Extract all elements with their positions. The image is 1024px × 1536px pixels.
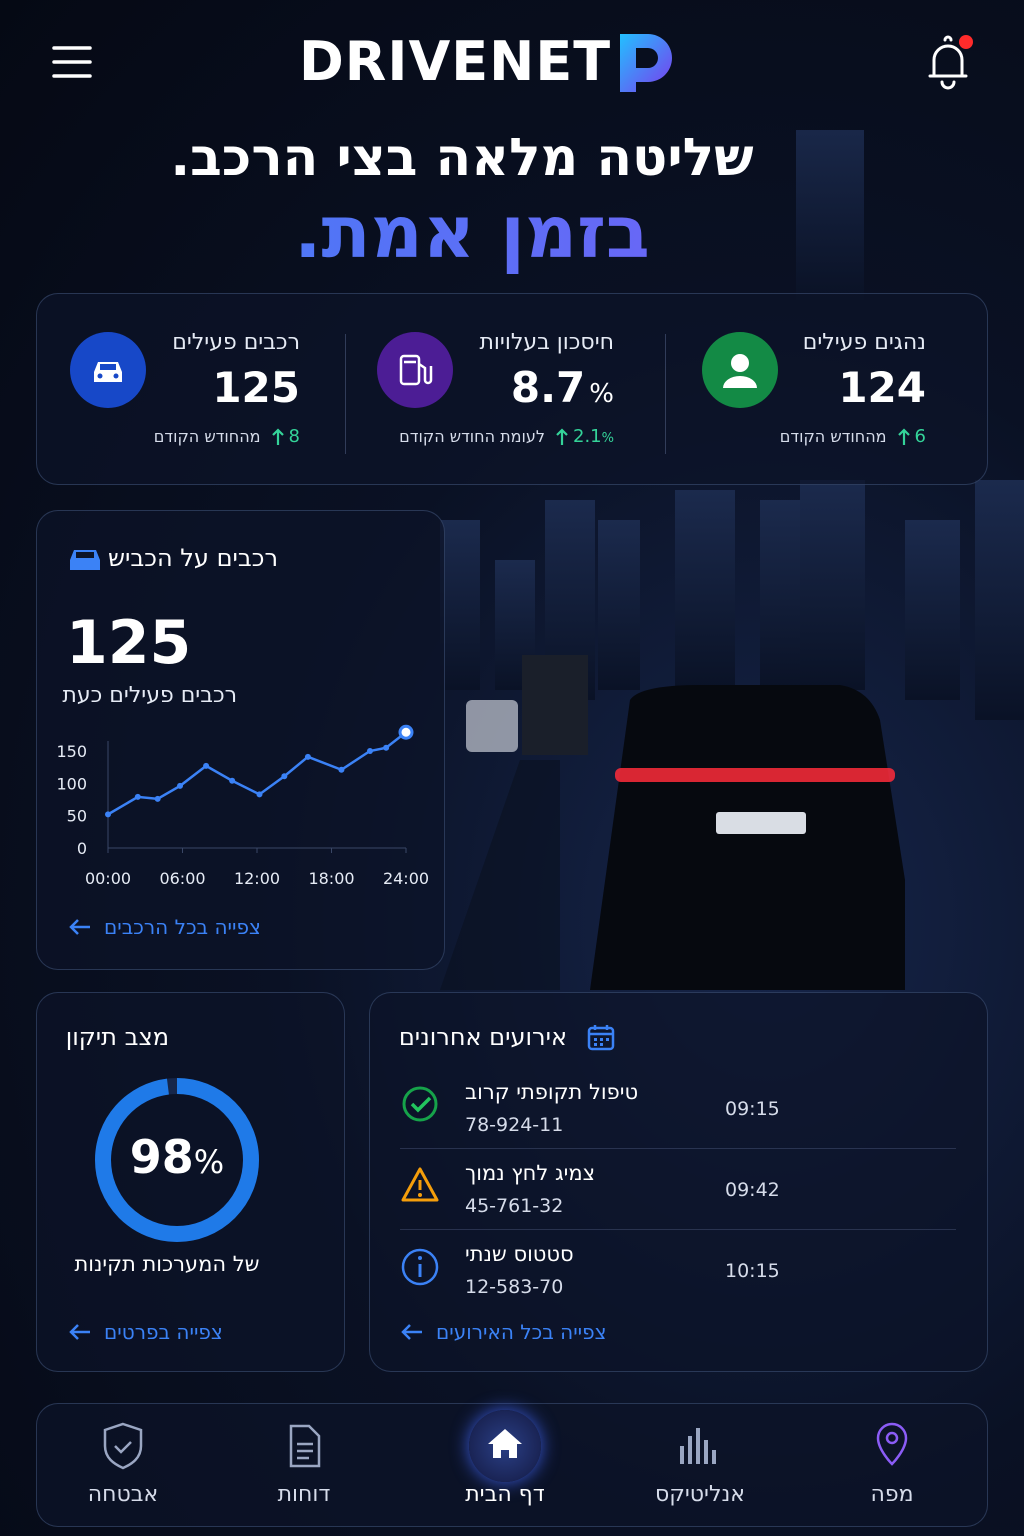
up-arrow-path: [271, 427, 284, 445]
change-text: לעומת החודש הקודם: [399, 427, 545, 446]
fuel-icon: [377, 332, 453, 408]
stat-number: 8.7: [510, 363, 586, 412]
nav-label[interactable]: אבטחה: [87, 1482, 159, 1507]
change-number: 2.1: [573, 426, 602, 447]
up-arrow-path: [897, 427, 910, 445]
stat-value: 8.7%: [399, 363, 614, 412]
vehicles-link-row: צפייה בכל הרכבים: [68, 915, 261, 939]
stats-card: [36, 293, 988, 485]
repair-title: מצב תיקון: [65, 1023, 169, 1051]
menu-button[interactable]: [50, 44, 94, 80]
event-title: טיפול תקופתי קרוב: [465, 1080, 639, 1104]
stat-number: 124: [838, 363, 926, 412]
event-time: 10:15: [725, 1260, 780, 1282]
repair-caption: של המערכות תקינות: [74, 1252, 260, 1276]
nav-label[interactable]: אנליטיקס: [654, 1482, 745, 1507]
stat-change: 6 מהחודש הקודם: [780, 426, 926, 447]
change-number: 6: [914, 426, 926, 447]
event-title: צמיג לחץ נמוך: [465, 1161, 596, 1185]
calendar-icon: [587, 1025, 615, 1051]
nav-label[interactable]: דוחות: [277, 1482, 331, 1507]
events-card: [369, 992, 988, 1372]
drivers-icon: [702, 332, 778, 408]
up-arrow: [271, 427, 284, 445]
events-link[interactable]: צפייה בכל האירועים: [436, 1320, 607, 1344]
stat-value: 125: [154, 363, 300, 412]
stat: חיסכון בעלויות 8.7% 2.1% לעומת החודש הקודם: [399, 330, 614, 447]
change-unit: %: [601, 431, 614, 446]
nav-icons: [103, 1422, 908, 1470]
stat-unit: %: [589, 379, 614, 409]
repair-link-row: צפייה בפרטים: [68, 1320, 223, 1344]
stat-number: 125: [212, 363, 300, 412]
change-text: מהחודש הקודם: [779, 427, 887, 446]
vehicles-card: [36, 510, 445, 970]
vehicles-count: 125: [66, 608, 192, 678]
up-arrow-path: [556, 427, 568, 445]
repair-card: [36, 992, 345, 1372]
car-icon: [70, 550, 100, 570]
events-link-row: צפייה בכל האירועים: [400, 1320, 607, 1344]
event-id: 78-924-11: [465, 1114, 564, 1136]
up-arrow: [556, 427, 568, 445]
city-background: [440, 130, 1024, 990]
event-time: 09:42: [725, 1179, 780, 1201]
stat: רכבים פעילים 125 8 מהחודש הקודם: [154, 330, 300, 447]
logo-mark: [620, 34, 672, 92]
event-id: 45-761-32: [465, 1195, 564, 1217]
change-value: 8: [289, 426, 300, 447]
vehicles-icon: [70, 332, 146, 408]
info-icon: [401, 1248, 439, 1286]
logo-text: DRIVENET: [298, 30, 612, 93]
ring-value: [95, 1078, 259, 1242]
hero-line1: שליטה מלאה בצי הרכב.: [170, 128, 754, 188]
repair-ring: [95, 1078, 259, 1242]
stat-change: 2.1% לעומת החודש הקודם: [399, 426, 614, 447]
stat: נהגים פעילים 124 6 מהחודש הקודם: [780, 330, 926, 447]
event-id: 12-583-70: [465, 1276, 564, 1298]
stat-label: נהגים פעילים: [802, 330, 926, 355]
change-value: 2.1%: [573, 426, 614, 447]
notifications-button[interactable]: [920, 32, 980, 92]
repair-number: 98: [129, 1130, 194, 1184]
ok-icon: [402, 1086, 438, 1122]
vehicles-title: רכבים על הכביש: [108, 544, 278, 572]
vehicles-link[interactable]: צפייה בכל הרכבים: [104, 915, 261, 939]
change-number: 8: [288, 426, 300, 447]
event-title: סטטוס שנתי: [465, 1242, 574, 1266]
repair-link[interactable]: צפייה בפרטים: [104, 1320, 223, 1344]
repair-unit: %: [193, 1143, 225, 1181]
stat-label: חיסכון בעלויות: [479, 330, 614, 355]
event-time: 09:15: [725, 1098, 780, 1120]
hero-line2: בזמן אמת.: [0, 190, 944, 274]
up-arrow: [897, 427, 910, 445]
warning-icon: [401, 1167, 439, 1202]
nav-label[interactable]: מפה: [870, 1482, 914, 1507]
change-value: 6: [915, 426, 926, 447]
vehicles-subtitle: רכבים פעילים כעת: [62, 683, 237, 708]
events-title: אירועים אחרונים: [398, 1023, 567, 1051]
stat-label: רכבים פעילים: [172, 330, 300, 355]
stat-change: 8 מהחודש הקודם: [154, 426, 300, 447]
repair-value: 98%: [95, 1130, 259, 1184]
change-text: מהחודש הקודם: [153, 427, 261, 446]
stat-value: 124: [780, 363, 926, 412]
nav-label[interactable]: דף הבית: [465, 1482, 545, 1507]
